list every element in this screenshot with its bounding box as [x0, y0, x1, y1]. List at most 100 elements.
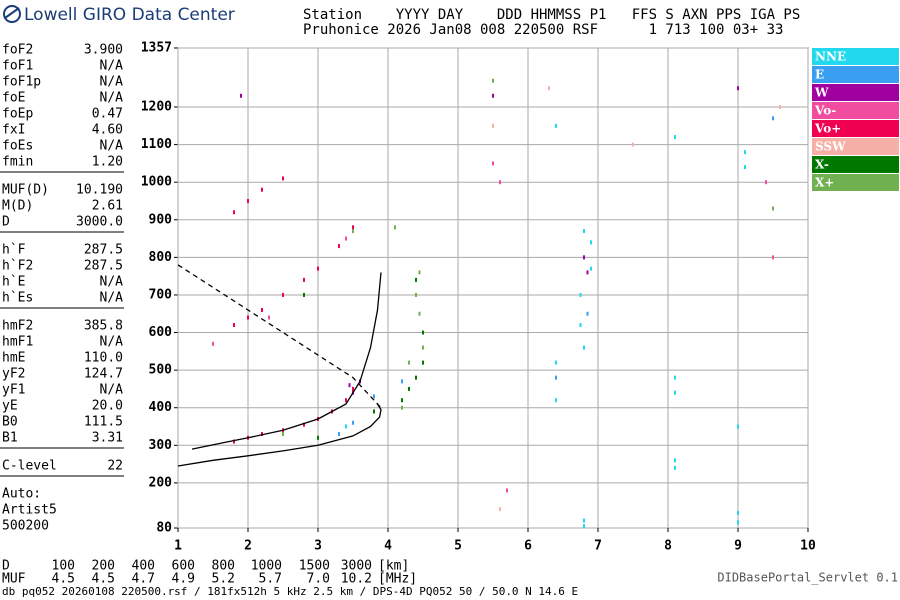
param-value: 10.190 — [76, 183, 123, 198]
param-label: C-level — [2, 459, 57, 474]
echo-point — [583, 345, 585, 350]
legend-label: X- — [815, 158, 829, 172]
param-label: yE — [2, 399, 18, 414]
echo-point — [674, 458, 676, 463]
param-label: foEs — [2, 139, 33, 154]
echo-point — [744, 150, 746, 155]
echo-point — [548, 86, 550, 91]
param-label: h`E — [2, 275, 25, 290]
dist-value: 100 — [52, 559, 75, 574]
echo-point — [583, 518, 585, 523]
legend-swatch — [812, 48, 899, 65]
param-value: N/A — [100, 383, 124, 398]
x-tick-label: 6 — [524, 539, 532, 554]
y-tick-label: 300 — [149, 438, 173, 453]
x-tick-label: 2 — [244, 539, 252, 554]
param-value: 20.0 — [92, 399, 123, 414]
echo-point — [338, 432, 340, 437]
legend-swatch — [812, 102, 899, 119]
dist-value: 800 — [212, 559, 235, 574]
echo-point — [737, 86, 739, 91]
param-value: 287.5 — [84, 259, 123, 274]
y-tick-label: 500 — [149, 363, 173, 378]
param-value: 287.5 — [84, 243, 123, 258]
echo-point — [408, 386, 410, 391]
muf-value: 7.0 — [307, 572, 330, 587]
legend-swatch — [812, 84, 899, 101]
echo-point — [590, 240, 592, 245]
echo-point — [345, 398, 347, 403]
echo-point — [408, 360, 410, 365]
param-value: N/A — [100, 335, 124, 350]
echo-point — [499, 507, 501, 512]
legend-swatch — [812, 66, 899, 83]
echo-point — [233, 210, 235, 215]
y-tick-label: 1100 — [141, 137, 172, 152]
param-value: 1.20 — [92, 155, 123, 170]
param-value: 4.60 — [92, 123, 123, 138]
echo-point — [779, 105, 781, 110]
legend-swatch — [812, 120, 899, 137]
legend-swatch — [812, 174, 899, 191]
echo-point — [401, 379, 403, 384]
param-label: B1 — [2, 431, 18, 446]
dist-value: 1500 — [299, 559, 330, 574]
muf-value: 4.9 — [172, 572, 195, 587]
param-value: 0.47 — [92, 107, 123, 122]
muf-label: MUF — [2, 572, 26, 587]
muf-value: 5.2 — [212, 572, 235, 587]
param-value: 124.7 — [84, 367, 123, 382]
echo-point — [579, 323, 582, 328]
echo-point — [352, 386, 354, 391]
auto-label: Artist5 — [2, 503, 57, 518]
param-label: fxI — [2, 123, 25, 138]
param-label: fmin — [2, 155, 33, 170]
dist-value: 400 — [132, 559, 155, 574]
echo-point — [583, 524, 585, 529]
echo-point — [373, 409, 375, 414]
echo-point — [247, 315, 249, 320]
echo-point — [492, 78, 494, 83]
echo-point — [212, 341, 214, 346]
echo-point — [415, 292, 417, 297]
x-tick-label: 8 — [664, 539, 672, 554]
echo-point — [401, 398, 403, 403]
muf-value: 10.2 — [341, 572, 372, 587]
profile-curve — [177, 403, 382, 467]
legend-swatch — [812, 138, 899, 155]
echo-point — [233, 323, 235, 328]
x-tick-label: 9 — [734, 539, 742, 554]
echo-point — [765, 180, 767, 185]
y-tick-label: 80 — [156, 521, 172, 536]
echo-point — [394, 225, 396, 230]
echo-point — [261, 432, 263, 437]
param-value: 385.8 — [84, 319, 123, 334]
legend-swatch — [812, 156, 899, 173]
y-tick-label: 600 — [149, 325, 173, 340]
legend-label: E — [815, 68, 824, 82]
echo-point — [492, 161, 494, 166]
y-tick-label: 1200 — [141, 100, 172, 115]
echo-point — [579, 292, 582, 297]
y-tick-label: 800 — [149, 250, 173, 265]
muf-unit: [MHz] — [378, 572, 417, 587]
echo-point — [674, 135, 676, 140]
echo-point — [303, 422, 305, 427]
echo-point — [586, 311, 589, 316]
param-label: foF1 — [2, 59, 33, 74]
echo-point — [268, 315, 270, 320]
param-label: MUF(D) — [2, 183, 49, 198]
echo-point — [499, 180, 501, 185]
y-tick-label: 400 — [149, 400, 173, 415]
param-value: 2.61 — [92, 199, 123, 214]
param-value: N/A — [100, 291, 124, 306]
profile-curve — [177, 264, 382, 409]
echo-point — [492, 93, 494, 98]
echo-point — [233, 439, 235, 444]
echo-point — [303, 292, 305, 297]
echo-point — [772, 255, 774, 260]
muf-value: 4.5 — [52, 572, 75, 587]
x-tick-label: 7 — [594, 539, 602, 554]
dist-value: 1000 — [251, 559, 282, 574]
